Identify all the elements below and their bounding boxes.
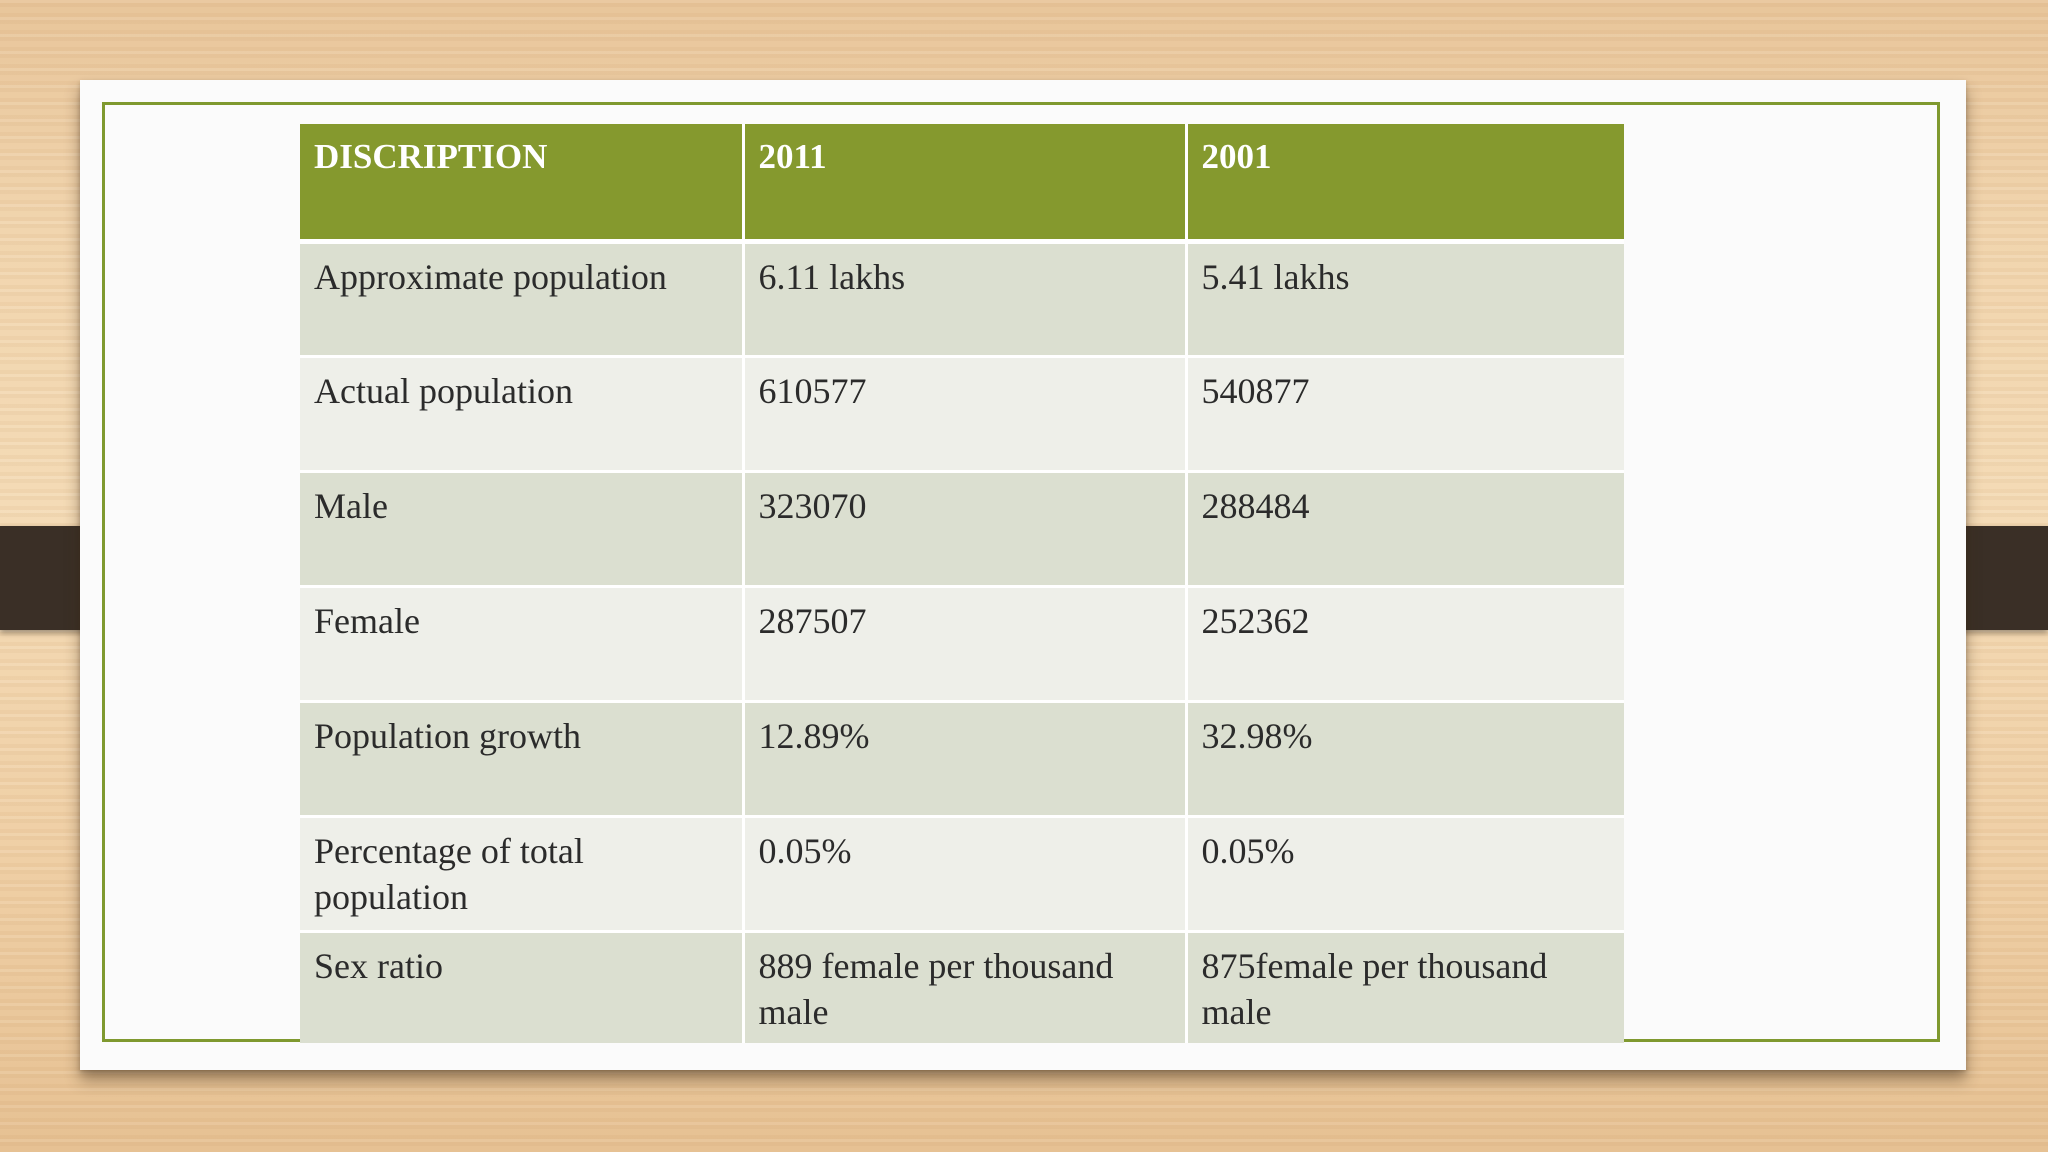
census-table: DISCRIPTION 2011 2001 Approximate popula… bbox=[300, 124, 1624, 1043]
value-2011: 12.89% bbox=[743, 701, 1188, 818]
value-2011: 323070 bbox=[743, 471, 1188, 588]
value-2011: 0.05% bbox=[743, 816, 1188, 933]
value-2001: 0.05% bbox=[1186, 816, 1624, 933]
header-row: DISCRIPTION 2011 2001 bbox=[300, 124, 1624, 244]
value-2011: 889 female per thousand male bbox=[743, 931, 1188, 1043]
value-2001: 540877 bbox=[1186, 356, 1624, 473]
value-2011: 6.11 lakhs bbox=[743, 241, 1188, 358]
table-row: Female 287507 252362 bbox=[300, 586, 1624, 703]
value-2011: 287507 bbox=[743, 586, 1188, 703]
header-2001: 2001 bbox=[1186, 124, 1624, 244]
value-2001: 32.98% bbox=[1186, 701, 1624, 818]
value-2001: 288484 bbox=[1186, 471, 1624, 588]
row-label: Male bbox=[300, 471, 745, 588]
table-row: Male 323070 288484 bbox=[300, 471, 1624, 588]
value-2001: 252362 bbox=[1186, 586, 1624, 703]
header-description: DISCRIPTION bbox=[300, 124, 745, 244]
table-row: Approximate population 6.11 lakhs 5.41 l… bbox=[300, 241, 1624, 358]
table-row: Population growth 12.89% 32.98% bbox=[300, 701, 1624, 818]
value-2011: 610577 bbox=[743, 356, 1188, 473]
table-row: Percentage of total population 0.05% 0.0… bbox=[300, 816, 1624, 933]
value-2001: 875female per thousand male bbox=[1186, 931, 1624, 1043]
table-row: Sex ratio 889 female per thousand male 8… bbox=[300, 931, 1624, 1043]
row-label: Population growth bbox=[300, 701, 745, 818]
slide: DISCRIPTION 2011 2001 Approximate popula… bbox=[80, 80, 1966, 1070]
row-label: Percentage of total population bbox=[300, 816, 745, 933]
row-label: Female bbox=[300, 586, 745, 703]
row-label: Sex ratio bbox=[300, 931, 745, 1043]
row-label: Approximate population bbox=[300, 241, 745, 358]
table-row: Actual population 610577 540877 bbox=[300, 356, 1624, 473]
header-2011: 2011 bbox=[743, 124, 1188, 244]
row-label: Actual population bbox=[300, 356, 745, 473]
value-2001: 5.41 lakhs bbox=[1186, 241, 1624, 358]
